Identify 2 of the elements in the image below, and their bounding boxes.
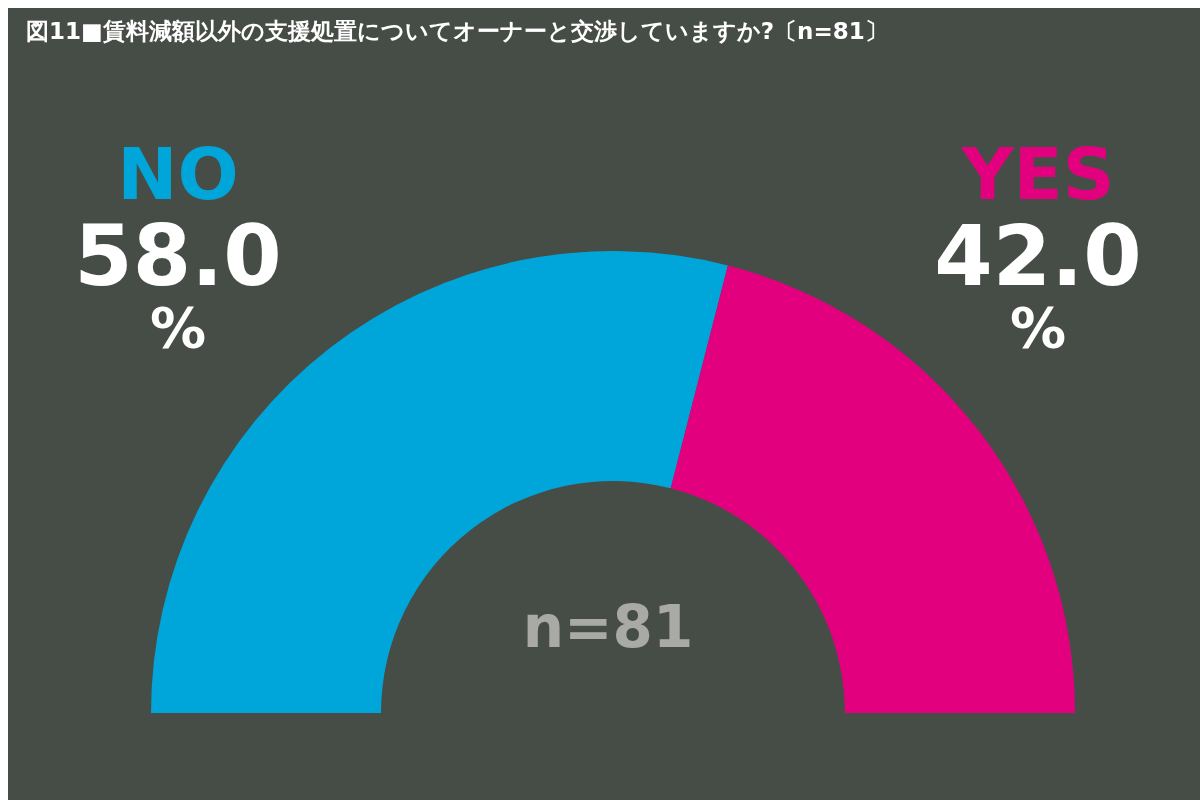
chart-title: 図11■賃料減額以外の支援処置についてオーナーと交渉していますか?〔n=81〕	[26, 17, 888, 46]
text: n=81	[521, 593, 695, 661]
